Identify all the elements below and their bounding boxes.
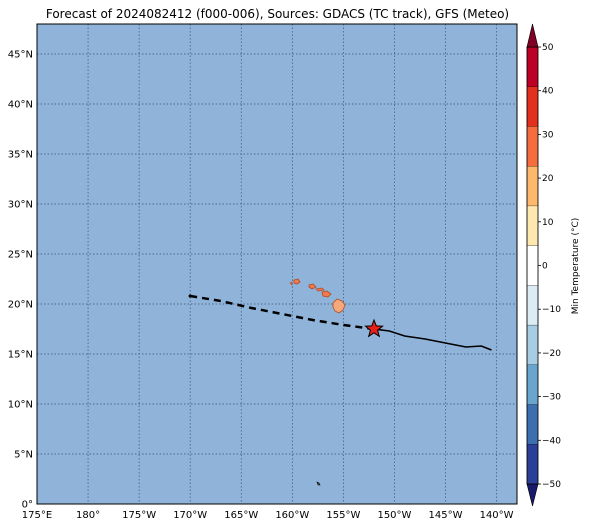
colorbar-tick-label: 30 [542, 130, 554, 140]
cyclone-track [188, 294, 492, 351]
latitude-tick-label: 20°N [8, 300, 33, 311]
colorbar-extend-arrow-bottom [526, 483, 539, 507]
colorbar-segment [526, 285, 539, 326]
colorbar-tick-label: 0 [542, 262, 548, 272]
island-kauai [293, 278, 301, 285]
ocean-background [37, 24, 517, 504]
island-niihau [289, 281, 293, 286]
island-oahu [308, 283, 317, 290]
colorbar-segment [526, 205, 539, 247]
longitude-tick-label: 160°W [275, 510, 309, 521]
colorbar-segment [526, 364, 539, 406]
latitude-tick-labels: 0° 5°N 10°N 15°N 20°N 25°N 30°N 35°N 40°N 45°N [8, 50, 33, 511]
longitude-tick-label: 140°W [480, 510, 514, 521]
latitude-tick-label: 45°N [8, 50, 33, 61]
colorbar-tick-label: −20 [542, 349, 561, 359]
colorbar-label: Min Temperature (°C) [571, 218, 581, 315]
colorbar-tick-labels: 50 40 30 20 10 0 −10 −20 −30 −40 −50 [538, 43, 561, 490]
colorbar-segments [526, 46, 539, 485]
colorbar-tick-label: 50 [542, 43, 554, 53]
colorbar-segment [526, 46, 539, 88]
colorbar-segment [526, 444, 539, 485]
colorbar-segment [526, 86, 539, 127]
colorbar-segment [526, 166, 539, 207]
latitude-tick-label: 40°N [8, 100, 33, 111]
latitude-tick-label: 25°N [8, 250, 33, 261]
colorbar-extend-arrow-top [526, 23, 539, 48]
track-start-point [188, 294, 192, 298]
map-title: Forecast of 2024082412 (f000-006), Sourc… [45, 7, 510, 21]
colorbar-segment [526, 404, 539, 445]
colorbar-segment [526, 324, 539, 366]
map-panel[interactable]: 175°E 180° 175°W 170°W 165°W 160°W 155°W 150°W 1… [8, 23, 518, 521]
observed-track-solid [373, 328, 492, 351]
longitude-tick-label: 155°W [326, 510, 360, 521]
latitude-tick-label: 30°N [8, 200, 33, 211]
colorbar-tick-label: −40 [542, 436, 561, 446]
colorbar-tick-label: −30 [542, 393, 561, 403]
colorbar-tick-label: −50 [542, 480, 561, 490]
latitude-tick-label: 35°N [8, 150, 33, 161]
colorbar-segment [526, 245, 539, 286]
hawaii-islands [289, 278, 346, 486]
longitude-tick-label: 175°W [122, 510, 156, 521]
latitude-tick-label: 0° [22, 500, 33, 511]
longitude-tick-label: 165°W [224, 510, 258, 521]
island-molokai [315, 287, 325, 292]
colorbar: 50 40 30 20 10 0 −10 −20 −30 −40 −50 Min Temperatu… [526, 23, 581, 507]
latitude-tick-label: 10°N [8, 400, 33, 411]
latitude-tick-label: 5°N [14, 450, 33, 461]
colorbar-tick-label: −10 [542, 305, 561, 315]
longitude-tick-labels: 175°E 180° 175°W 170°W 165°W 160°W 155°W 150°W 1… [22, 510, 514, 521]
colorbar-tick-label: 40 [542, 87, 554, 97]
island-big-island [332, 298, 346, 314]
longitude-tick-label: 150°W [377, 510, 411, 521]
colorbar-segment [526, 126, 539, 167]
island-palmyra [316, 481, 321, 486]
longitude-tick-label: 145°W [429, 510, 463, 521]
longitude-tick-label: 170°W [173, 510, 207, 521]
longitude-tick-label: 180° [76, 510, 100, 521]
longitude-tick-label: 175°E [22, 510, 52, 521]
latitude-tick-label: 15°N [8, 350, 33, 361]
map-frame [36, 23, 518, 505]
island-maui [321, 290, 332, 298]
colorbar-tick-label: 10 [542, 218, 554, 228]
colorbar-tick-label: 20 [542, 174, 554, 184]
current-position-star-icon[interactable] [364, 318, 384, 338]
